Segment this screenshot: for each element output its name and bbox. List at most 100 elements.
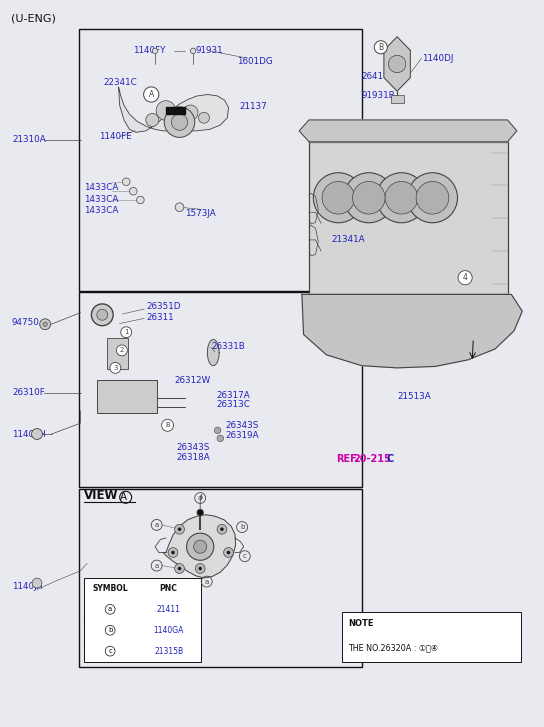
Text: 1433CA: 1433CA <box>84 195 119 204</box>
Circle shape <box>129 188 137 195</box>
Circle shape <box>385 182 418 214</box>
Circle shape <box>344 173 394 222</box>
Circle shape <box>137 196 144 204</box>
Text: a: a <box>154 563 159 569</box>
Polygon shape <box>119 87 228 132</box>
Polygon shape <box>299 120 517 142</box>
Text: 1: 1 <box>124 329 128 335</box>
Circle shape <box>374 41 387 54</box>
Text: 21310A: 21310A <box>12 135 46 144</box>
Text: b: b <box>108 627 113 633</box>
Circle shape <box>416 182 449 214</box>
Text: 1140JA: 1140JA <box>12 582 42 591</box>
Text: 91931B: 91931B <box>362 91 395 100</box>
Circle shape <box>91 304 113 326</box>
Circle shape <box>217 524 227 534</box>
Circle shape <box>105 604 115 614</box>
Circle shape <box>164 107 195 137</box>
Text: 20-215: 20-215 <box>354 454 391 465</box>
Bar <box>79 292 362 487</box>
Circle shape <box>171 551 175 554</box>
Circle shape <box>217 435 224 441</box>
Circle shape <box>168 547 178 558</box>
Text: 26310F: 26310F <box>12 388 45 397</box>
Circle shape <box>110 363 121 373</box>
Circle shape <box>178 567 181 570</box>
Text: c: c <box>243 553 247 559</box>
Text: 1140DJ: 1140DJ <box>422 54 453 63</box>
Circle shape <box>152 48 158 54</box>
Circle shape <box>353 182 385 214</box>
Circle shape <box>183 105 198 120</box>
Text: 26312W: 26312W <box>174 376 211 385</box>
Text: 1140GA: 1140GA <box>153 626 184 635</box>
Circle shape <box>175 203 184 212</box>
Circle shape <box>376 173 426 222</box>
Text: a: a <box>198 495 202 501</box>
Text: 26331B: 26331B <box>211 342 245 350</box>
Text: 21341E: 21341E <box>332 208 365 217</box>
Circle shape <box>97 310 108 320</box>
Text: 91931: 91931 <box>196 47 224 55</box>
Circle shape <box>458 270 472 285</box>
Text: b: b <box>240 524 244 530</box>
Circle shape <box>171 114 188 130</box>
Text: A: A <box>120 491 127 502</box>
Bar <box>107 338 128 369</box>
Circle shape <box>43 322 47 326</box>
Circle shape <box>220 528 224 531</box>
Text: REF.: REF. <box>336 454 360 465</box>
Circle shape <box>187 533 214 561</box>
Text: 1433CA: 1433CA <box>84 183 119 192</box>
Text: PNC: PNC <box>160 584 177 593</box>
Circle shape <box>194 540 207 553</box>
Circle shape <box>156 101 176 120</box>
Circle shape <box>199 567 202 570</box>
Polygon shape <box>384 37 410 91</box>
Circle shape <box>146 113 159 126</box>
Circle shape <box>32 429 42 439</box>
Circle shape <box>214 427 221 433</box>
Circle shape <box>32 578 42 588</box>
Text: (U-ENG): (U-ENG) <box>11 13 55 23</box>
Text: NOTE: NOTE <box>348 619 374 627</box>
Polygon shape <box>163 515 236 578</box>
Circle shape <box>121 327 132 337</box>
Text: 1140FH: 1140FH <box>12 430 46 439</box>
Polygon shape <box>302 294 522 368</box>
Circle shape <box>175 563 184 574</box>
Text: VIEW: VIEW <box>84 489 119 502</box>
Polygon shape <box>166 107 185 114</box>
Circle shape <box>144 87 159 102</box>
Bar <box>309 142 508 294</box>
Text: 21513A: 21513A <box>397 392 431 401</box>
Circle shape <box>407 173 458 222</box>
Circle shape <box>322 182 355 214</box>
Text: SYMBOL: SYMBOL <box>92 584 128 593</box>
Text: a: a <box>108 606 112 612</box>
Text: 26317A: 26317A <box>217 391 250 400</box>
Text: 26313C: 26313C <box>217 401 250 409</box>
Bar <box>84 578 201 662</box>
Text: 21315B: 21315B <box>154 646 183 656</box>
Text: 26343S: 26343S <box>226 421 259 430</box>
Text: 21411: 21411 <box>157 605 181 614</box>
Text: 26319A: 26319A <box>226 431 259 440</box>
Text: 1573JA: 1573JA <box>185 209 216 218</box>
Text: 1140FY: 1140FY <box>133 47 166 55</box>
Circle shape <box>105 625 115 635</box>
Text: 26410B: 26410B <box>362 72 395 81</box>
Circle shape <box>195 563 205 574</box>
Text: 26351D: 26351D <box>147 302 181 311</box>
Circle shape <box>227 551 230 554</box>
Circle shape <box>162 419 174 431</box>
Circle shape <box>105 646 115 656</box>
Circle shape <box>40 319 51 329</box>
Circle shape <box>122 178 130 185</box>
Text: THE NO.26320A : ①～④: THE NO.26320A : ①～④ <box>348 643 438 652</box>
Text: 21137: 21137 <box>239 103 267 111</box>
Circle shape <box>388 55 406 73</box>
Text: 2: 2 <box>120 348 124 353</box>
Text: 3: 3 <box>113 365 118 371</box>
Circle shape <box>313 173 363 222</box>
